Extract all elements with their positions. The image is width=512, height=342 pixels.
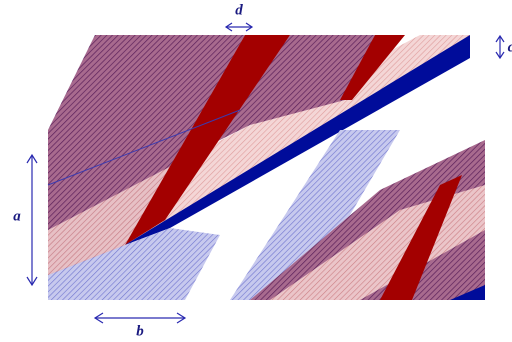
label-a: a <box>13 208 21 224</box>
label-d: d <box>235 2 243 18</box>
figure: a b c d <box>0 0 512 342</box>
dimension-c: c <box>496 36 512 58</box>
dimension-b: b <box>95 313 185 339</box>
label-b: b <box>136 323 144 339</box>
label-c: c <box>508 39 512 55</box>
dimension-a: a <box>13 155 37 285</box>
dimension-d: d <box>226 2 252 31</box>
